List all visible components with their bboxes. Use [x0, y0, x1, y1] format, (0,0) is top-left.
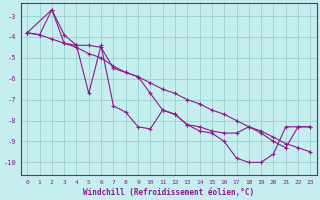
- X-axis label: Windchill (Refroidissement éolien,°C): Windchill (Refroidissement éolien,°C): [83, 188, 254, 197]
